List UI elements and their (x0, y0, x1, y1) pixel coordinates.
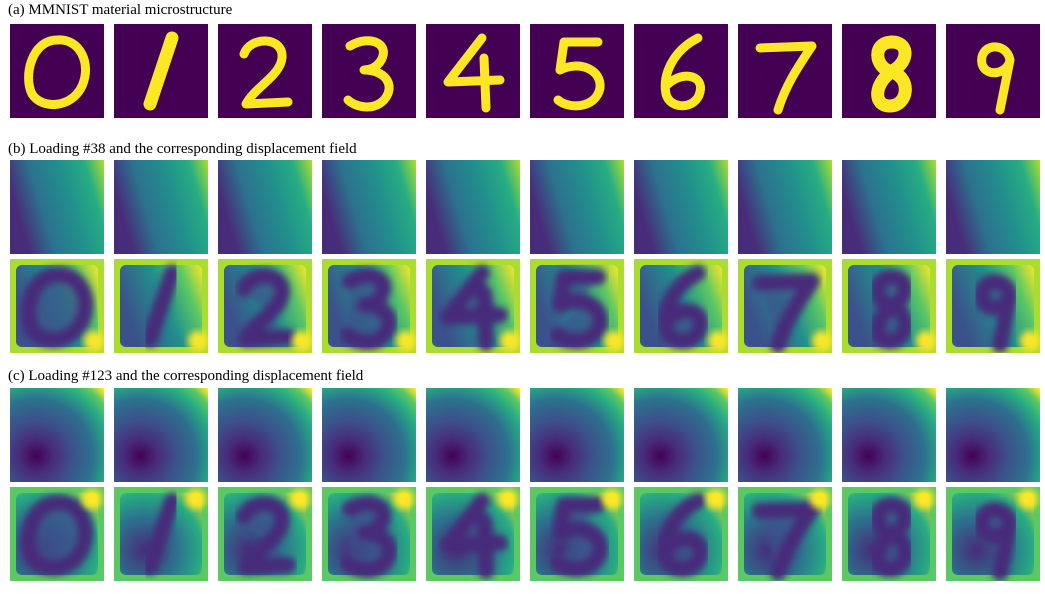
displacement-123-image-6 (634, 487, 728, 581)
loading-38-image-3 (322, 160, 416, 254)
microstructure-image-4 (426, 24, 520, 118)
loading-38-image-5 (530, 160, 624, 254)
displacement-38-image-4 (426, 259, 520, 353)
displacement-123-image-5 (530, 487, 624, 581)
displacement-38-image-5 (530, 259, 624, 353)
loading-123-image-2 (218, 388, 312, 482)
microstructure-image-9 (946, 24, 1040, 118)
loading-123-image-7 (738, 388, 832, 482)
displacement-38-image-0 (10, 259, 104, 353)
loading-123-image-9 (946, 388, 1040, 482)
displacement-38-image-3 (322, 259, 416, 353)
displacement-123-image-3 (322, 487, 416, 581)
loading-123-row (10, 388, 1040, 482)
panel-c-title: (c) Loading #123 and the corresponding d… (8, 368, 364, 384)
displacement-38-image-1 (114, 259, 208, 353)
loading-123-image-6 (634, 388, 728, 482)
loading-38-image-2 (218, 160, 312, 254)
loading-123-image-1 (114, 388, 208, 482)
microstructure-image-5 (530, 24, 624, 118)
displacement-123-image-8 (842, 487, 936, 581)
displacement-123-image-9 (946, 487, 1040, 581)
microstructure-image-1 (114, 24, 208, 118)
microstructure-image-7 (738, 24, 832, 118)
panel-b-title: (b) Loading #38 and the corresponding di… (8, 141, 357, 157)
microstructure-row (10, 24, 1040, 118)
panel-a-title: (a) MMNIST material microstructure (8, 2, 233, 18)
displacement-123-image-1 (114, 487, 208, 581)
microstructure-image-0 (10, 24, 104, 118)
loading-38-image-1 (114, 160, 208, 254)
loading-123-image-8 (842, 388, 936, 482)
loading-123-image-0 (10, 388, 104, 482)
displacement-38-image-7 (738, 259, 832, 353)
microstructure-image-8 (842, 24, 936, 118)
loading-38-image-8 (842, 160, 936, 254)
loading-38-image-7 (738, 160, 832, 254)
displacement-38-image-2 (218, 259, 312, 353)
displacement-38-row (10, 259, 1040, 353)
microstructure-image-3 (322, 24, 416, 118)
loading-123-image-5 (530, 388, 624, 482)
displacement-38-image-6 (634, 259, 728, 353)
loading-38-row (10, 160, 1040, 254)
loading-38-image-6 (634, 160, 728, 254)
displacement-123-image-2 (218, 487, 312, 581)
loading-123-image-3 (322, 388, 416, 482)
loading-123-image-4 (426, 388, 520, 482)
loading-38-image-0 (10, 160, 104, 254)
displacement-123-image-0 (10, 487, 104, 581)
displacement-123-row (10, 487, 1040, 581)
displacement-123-image-7 (738, 487, 832, 581)
microstructure-image-6 (634, 24, 728, 118)
displacement-123-image-4 (426, 487, 520, 581)
loading-38-image-9 (946, 160, 1040, 254)
displacement-38-image-8 (842, 259, 936, 353)
microstructure-image-2 (218, 24, 312, 118)
loading-38-image-4 (426, 160, 520, 254)
displacement-38-image-9 (946, 259, 1040, 353)
